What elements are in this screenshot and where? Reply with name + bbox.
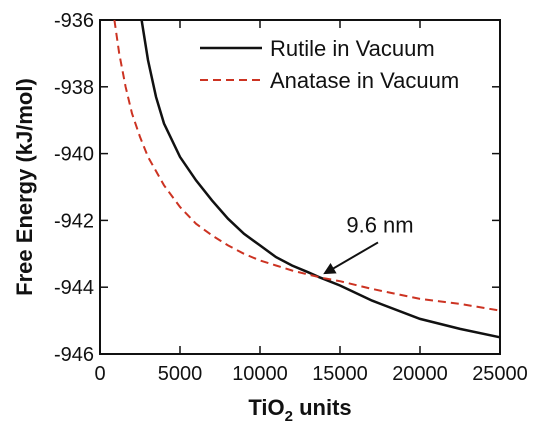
x-axis-label-rest: units [293,395,352,420]
annotation-label: 9.6 nm [346,212,413,237]
x-tick-label: 5000 [158,363,203,385]
y-tick-label: -938 [54,77,94,99]
annotation-arrowhead [323,262,337,275]
x-tick-label: 20000 [392,363,448,385]
legend: Rutile in Vacuum Anatase in Vacuum [200,36,459,93]
series-lines [113,19,501,339]
x-tick-label: 10000 [232,363,288,385]
legend-label: Rutile in Vacuum [270,36,435,61]
y-tick-label: -936 [54,10,94,32]
annotation: 9.6 nm [323,212,414,275]
series-line [113,19,501,312]
series-line [140,19,501,339]
legend-label: Anatase in Vacuum [270,68,459,93]
annotation-arrow-line [324,241,379,275]
x-axis-label: TiO2 units [248,395,351,421]
y-tick-label: -942 [54,210,94,232]
x-axis-label-main: TiO [248,395,284,420]
x-tick-label: 0 [94,363,105,385]
y-axis-label: Free Energy (kJ/mol) [12,78,37,296]
x-axis-label-sub: 2 [285,408,293,421]
x-tick-label: 25000 [472,363,528,385]
plot-frame [99,19,501,355]
axis-ticks: 0 5000 10000 15000 20000 25000 -946 -944 -942 -94… [54,10,528,385]
y-tick-label: -944 [54,277,94,299]
y-tick-label: -940 [54,144,94,166]
y-tick-label: -946 [54,344,94,366]
x-tick-label: 15000 [312,363,368,385]
